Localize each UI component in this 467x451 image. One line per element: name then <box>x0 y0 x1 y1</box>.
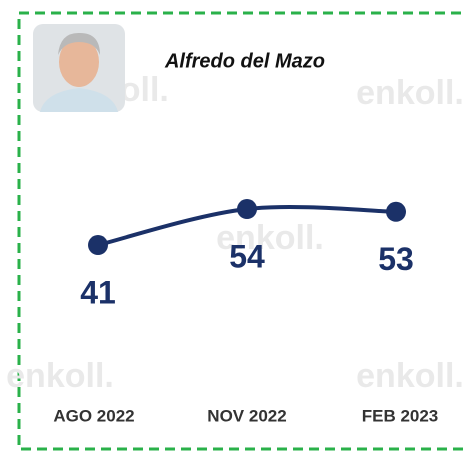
portrait <box>33 24 125 112</box>
watermark: enkoll. <box>216 219 324 257</box>
x-tick-label: AGO 2022 <box>53 406 134 425</box>
watermark: enkoll. <box>356 74 464 112</box>
point <box>386 201 406 222</box>
x-tick-label: NOV 2022 <box>207 406 286 425</box>
watermark: enkoll. <box>356 357 464 395</box>
dashed-border <box>17 11 467 451</box>
point <box>237 199 257 220</box>
x-tick-label: FEB 2023 <box>362 406 439 425</box>
chart-title: Alfredo del Mazo <box>164 50 325 72</box>
data-label: 41 <box>80 274 116 310</box>
point <box>88 235 108 256</box>
watermark: enkoll. <box>6 357 114 395</box>
data-label: 54 <box>229 238 265 274</box>
data-label: 53 <box>378 241 414 277</box>
